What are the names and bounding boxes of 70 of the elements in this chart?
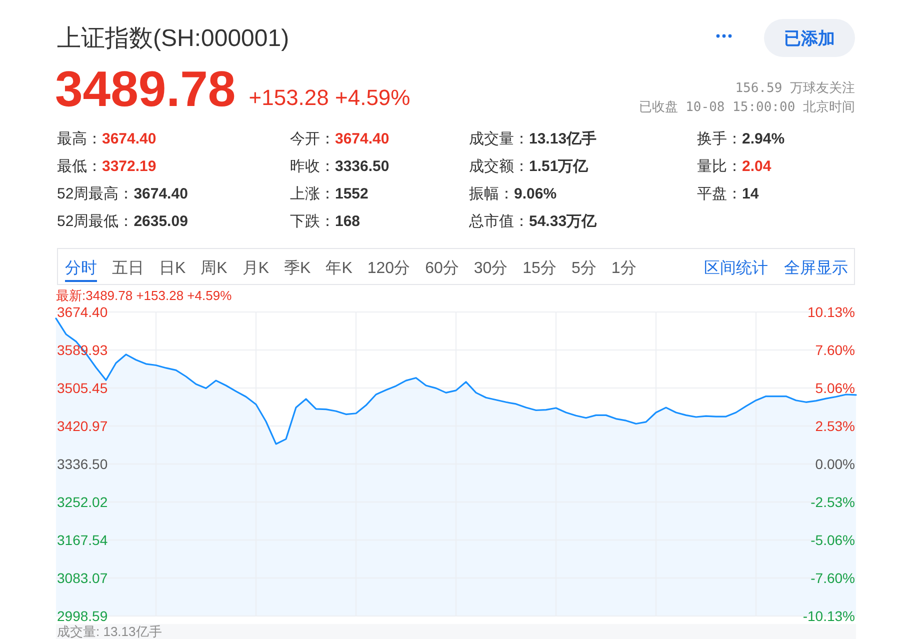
stat-label: 成交额： (469, 158, 529, 175)
stat-value: 3674.40 (102, 130, 156, 148)
y2tick: -7.60% (810, 570, 855, 586)
stat-value: 9.06% (514, 186, 557, 202)
stat-label: 52周最高： (57, 186, 134, 202)
stat-value: 2635.09 (134, 213, 188, 230)
stat-value: 13.13亿手 (529, 130, 597, 148)
tab-label: 季K (284, 260, 311, 277)
change-label: +153.28 +4.59% (248, 85, 410, 110)
stat-label: 量比： (697, 158, 742, 175)
stat-label: 52周最低： (57, 213, 134, 230)
stat-value: 14 (742, 186, 759, 202)
stat-value: 1.51万亿 (529, 158, 588, 175)
title: 上证指数(SH:000001) (57, 25, 290, 52)
tab-label: 年K (326, 260, 352, 277)
tab-label: 15分 (522, 260, 556, 277)
ytick: 3674.40 (57, 304, 108, 320)
y2tick: 0.00% (815, 456, 855, 472)
ytick: 3252.02 (57, 494, 108, 510)
stat-label: 平盘： (697, 186, 742, 202)
followers-label: 156.59 万球友关注 (735, 81, 855, 96)
tab-label: 分时 (65, 260, 97, 277)
y2tick: 2.53% (815, 418, 855, 434)
tab-label: 月K (242, 260, 270, 277)
ytick: 3083.07 (57, 570, 108, 586)
stat-label: 最低： (57, 158, 102, 175)
stat-label: 总市值： (469, 213, 529, 230)
y2tick: -2.53% (810, 494, 855, 510)
stat-label: 振幅： (469, 186, 514, 202)
tab-label: 日K (159, 260, 186, 277)
tab-label: 5分 (571, 260, 596, 277)
stat-label: 昨收： (290, 158, 335, 175)
stat-value: 3674.40 (134, 186, 188, 202)
y2tick: 5.06% (815, 380, 855, 396)
link-label: 区间统计 (704, 260, 768, 277)
y2tick: 10.13% (808, 304, 855, 320)
ytick: 3336.50 (57, 456, 108, 472)
tab-label: 60分 (425, 260, 459, 277)
y2tick: -10.13% (802, 608, 855, 624)
tab-label: 1分 (611, 260, 636, 277)
y2tick: 7.60% (815, 342, 855, 358)
stat-value: 1552 (335, 186, 368, 202)
stat-value: 2.04 (742, 158, 772, 175)
status-label: 已收盘 10-08 15:00:00 北京时间 (638, 100, 855, 115)
y2tick: -5.06% (810, 532, 855, 548)
tab-label: 五日 (112, 260, 144, 277)
stat-value: 168 (335, 213, 360, 230)
stat-label: 成交量： (469, 130, 529, 148)
stat-label: 上涨： (290, 186, 335, 202)
stat-value: 3336.50 (335, 158, 390, 175)
ytick: 3505.45 (57, 380, 108, 396)
button-label: 已添加 (784, 29, 835, 48)
ytick: 3420.97 (57, 418, 108, 434)
ytick: 3167.54 (57, 532, 108, 548)
stat-value: 3674.40 (335, 130, 390, 148)
stat-label: 今开： (290, 130, 335, 148)
tab-label: 周K (200, 260, 228, 277)
link-label: 全屏显示 (784, 260, 848, 277)
stat-label: 下跌： (290, 213, 335, 230)
ytick: 2998.59 (57, 608, 108, 624)
stat-label: 换手： (697, 130, 742, 148)
volume-label: 成交量: 13.13亿手 (57, 624, 162, 639)
latest-label: 最新:3489.78 +153.28 +4.59% (56, 288, 232, 303)
stat-value: 2.94% (742, 130, 785, 148)
stat-value: 3372.19 (102, 158, 156, 175)
price-label: 3489.78 (55, 61, 236, 117)
tab-label: 120分 (367, 260, 410, 277)
tab-label: 30分 (474, 260, 508, 277)
stat-label: 最高： (57, 130, 102, 148)
stat-value: 54.33万亿 (529, 213, 597, 230)
